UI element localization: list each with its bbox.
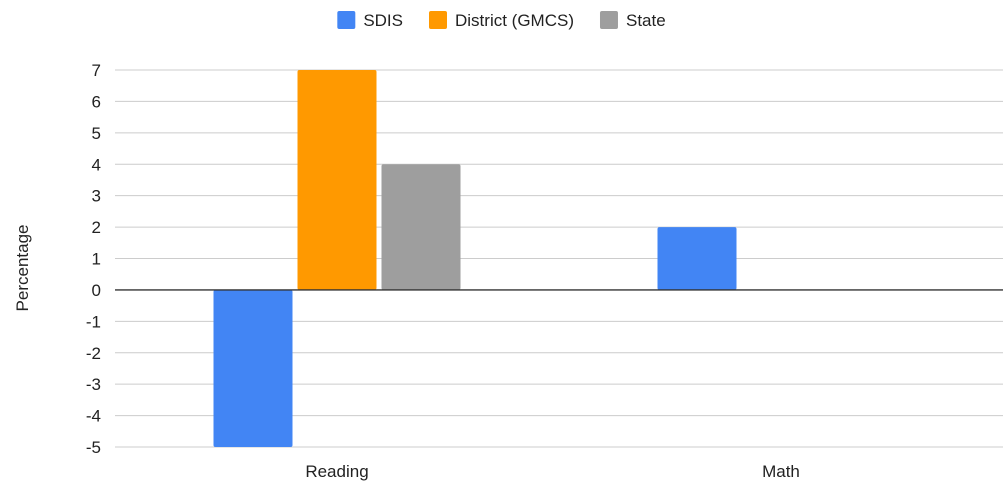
y-tick-label: -4	[86, 407, 101, 426]
y-tick-label: 2	[92, 218, 101, 237]
bars	[213, 70, 737, 447]
x-axis-tick-labels: Reading Math	[305, 462, 800, 481]
legend-swatch	[599, 11, 618, 29]
x-tick-label: Reading	[305, 462, 368, 481]
y-tick-label: -1	[86, 312, 101, 331]
y-tick-label: -5	[86, 438, 101, 457]
y-tick-label: 6	[92, 92, 101, 111]
legend-label: District (GMCS)	[455, 11, 574, 30]
bar-sdis-reading	[213, 289, 293, 447]
y-tick-label: 7	[92, 61, 101, 80]
y-tick-label: 1	[92, 250, 101, 269]
y-tick-label: 0	[92, 281, 101, 300]
y-tick-label: -3	[86, 375, 101, 394]
legend: SDIS District (GMCS) State	[337, 11, 666, 30]
bar-sdis-math	[657, 227, 737, 290]
y-tick-label: 3	[92, 187, 101, 206]
legend-label: SDIS	[363, 11, 403, 30]
y-tick-label: -2	[86, 344, 101, 363]
bar-district-gmcs-reading	[297, 70, 377, 290]
y-tick-label: 4	[92, 155, 101, 174]
y-tick-label: 5	[92, 124, 101, 143]
bar-state-reading	[381, 164, 461, 290]
y-axis-tick-labels: 7 6 5 4 3 2 1 0 -1 -2 -3 -4 -5	[86, 61, 101, 457]
x-tick-label: Math	[762, 462, 800, 481]
legend-swatch	[337, 11, 356, 29]
y-axis-label: Percentage	[13, 225, 32, 312]
legend-swatch	[429, 11, 447, 29]
legend-label: State	[626, 11, 666, 30]
